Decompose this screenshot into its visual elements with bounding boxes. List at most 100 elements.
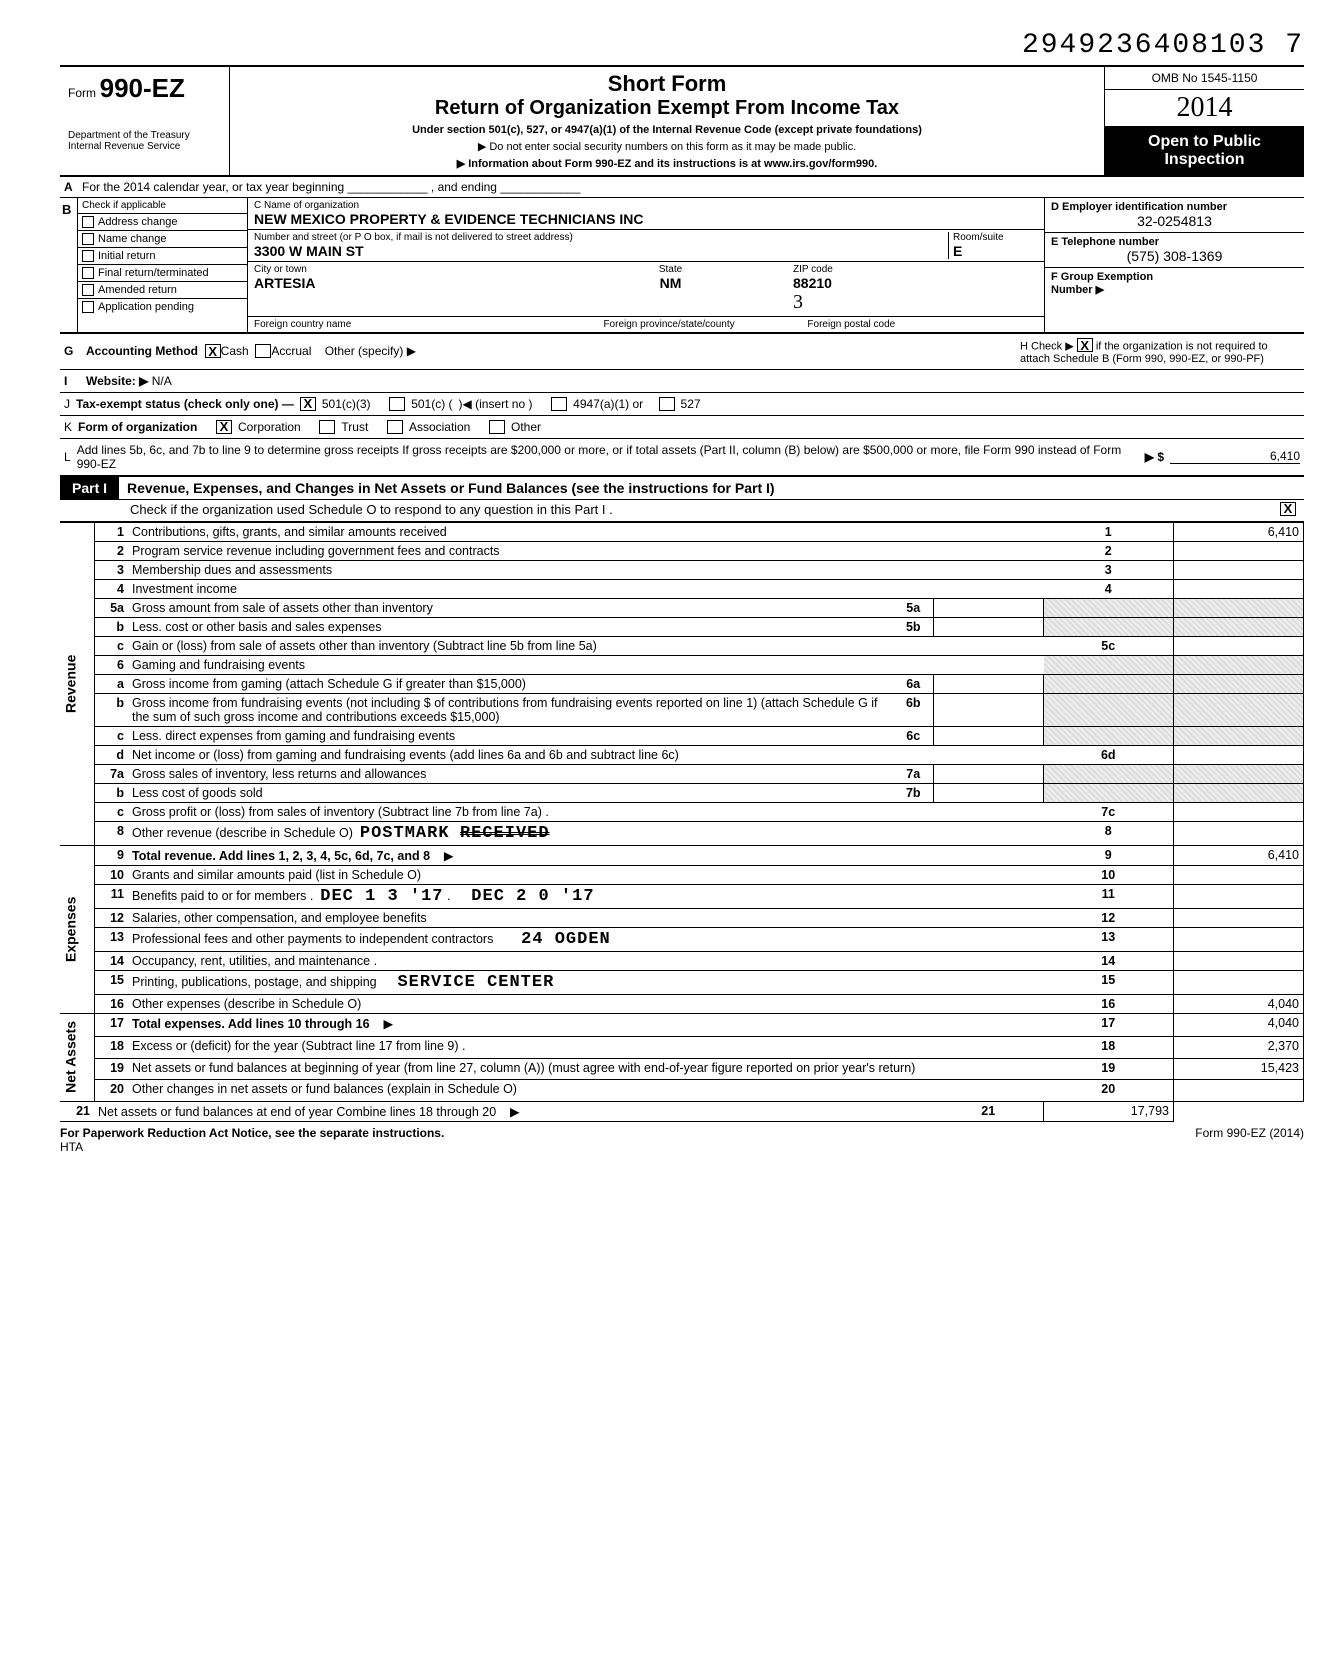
h-checkbox[interactable]: X [1077,338,1093,352]
check-name[interactable]: Name change [78,231,247,248]
line-desc: Less. direct expenses from gaming and fu… [128,726,894,745]
table-row: cLess. direct expenses from gaming and f… [60,726,1304,745]
line-desc: Other expenses (describe in Schedule O) [128,994,1044,1013]
right-val-shaded [1174,764,1304,783]
line-desc: Gross income from fundraising events (no… [128,693,894,726]
right-num-shaded [1044,617,1174,636]
table-row: 3Membership dues and assessments3 [60,560,1304,579]
table-row: 20Other changes in net assets or fund ba… [60,1080,1304,1102]
line-desc: Less cost of goods sold [128,783,894,802]
side-label: Expenses [60,845,94,1013]
501c3-checkbox[interactable]: X [300,397,316,411]
table-row: 5aGross amount from sale of assets other… [60,598,1304,617]
city-value: ARTESIA [254,275,548,291]
line-desc: Excess or (deficit) for the year (Subtra… [128,1036,1044,1058]
table-row: 14Occupancy, rent, utilities, and mainte… [60,951,1304,970]
right-value [1174,821,1304,845]
table-row: 7aGross sales of inventory, less returns… [60,764,1304,783]
mid-line-number: 6a [894,674,934,693]
part1-sub-text: Check if the organization used Schedule … [130,502,613,517]
right-value [1174,884,1304,908]
right-val-shaded [1174,783,1304,802]
line-number: 15 [94,970,128,994]
right-line-number: 5c [1044,636,1174,655]
trust-checkbox[interactable] [319,420,335,434]
table-row: bGross income from fundraising events (n… [60,693,1304,726]
cash-checkbox[interactable]: X [205,344,221,358]
right-num-shaded [1044,598,1174,617]
right-line-number: 15 [1044,970,1174,994]
line-number: 6 [94,655,128,674]
line-number: 16 [94,994,128,1013]
accrual-checkbox[interactable] [255,344,271,358]
row-l-text: Add lines 5b, 6c, and 7b to line 9 to de… [77,443,1139,471]
line-desc: Net income or (loss) from gaming and fun… [128,745,1044,764]
website-value: N/A [152,374,172,388]
right-num-shaded [1044,726,1174,745]
h-check-label: H Check ▶ [1020,341,1074,353]
mid-line-number: 5a [894,598,934,617]
other-label: Other [511,420,541,434]
check-initial[interactable]: Initial return [78,248,247,265]
state-value: NM [548,275,793,291]
check-amended[interactable]: Amended return [78,282,247,299]
table-row: Net Assets17Total expenses. Add lines 10… [60,1013,1304,1036]
trust-label: Trust [341,420,368,434]
501c-checkbox[interactable] [389,397,405,411]
table-row: cGain or (loss) from sale of assets othe… [60,636,1304,655]
phone-value: (575) 308-1369 [1051,248,1298,264]
check-address[interactable]: Address change [78,214,247,231]
row-a-text: For the 2014 calendar year, or tax year … [82,180,580,194]
check-column: Check if applicable Address change Name … [78,198,248,332]
line-number: b [94,617,128,636]
footer-right: Form 990-EZ (2014) [1195,1126,1304,1154]
line-desc: Investment income [128,579,1044,598]
check-2-label: Initial return [98,250,155,262]
form-org-label: Form of organization [78,420,197,434]
right-value [1174,970,1304,994]
right-value: 6,410 [1174,522,1304,541]
line-number: 21 [60,1102,94,1122]
schedule-o-checkbox[interactable]: X [1280,502,1296,516]
right-line-number: 12 [1044,908,1174,927]
line-desc: Gross profit or (loss) from sales of inv… [128,802,1044,821]
footer-left: For Paperwork Reduction Act Notice, see … [60,1126,444,1140]
right-val-shaded [1174,617,1304,636]
right-line-number: 9 [1044,845,1174,865]
form-prefix: Form [68,86,96,100]
501c3-label: 501(c)(3) [322,397,371,411]
zip-label: ZIP code [793,264,1038,275]
line-desc: Other revenue (describe in Schedule O) P… [128,821,1044,845]
right-line-number: 18 [1044,1036,1174,1058]
table-row: Revenue1Contributions, gifts, grants, an… [60,522,1304,541]
state-label: State [548,264,793,275]
room-value: E [953,243,1038,259]
section-b-block: B Check if applicable Address change Nam… [60,198,1304,334]
accounting-method-label: Accounting Method [86,344,198,358]
right-value [1174,802,1304,821]
right-value: 15,423 [1174,1058,1304,1080]
side-label: Net Assets [60,1013,94,1102]
check-5-label: Application pending [98,301,194,313]
row-j: J Tax-exempt status (check only one) — X… [60,393,1304,416]
check-final[interactable]: Final return/terminated [78,265,247,282]
part1-sub: Check if the organization used Schedule … [60,500,1304,522]
corp-checkbox[interactable]: X [216,420,232,434]
527-checkbox[interactable] [659,397,675,411]
right-num-shaded [1044,655,1174,674]
right-line-number: 4 [1044,579,1174,598]
table-row: 19Net assets or fund balances at beginni… [60,1058,1304,1080]
line-number: 14 [94,951,128,970]
f-label: F Group Exemption Number ▶ [1051,271,1153,296]
assoc-checkbox[interactable] [387,420,403,434]
check-0-label: Address change [98,216,178,228]
line-number: 5a [94,598,128,617]
check-pending[interactable]: Application pending [78,299,247,315]
gross-receipts-value: 6,410 [1170,449,1300,464]
right-value: 4,040 [1174,994,1304,1013]
4947-checkbox[interactable] [551,397,567,411]
line-number: 10 [94,865,128,884]
mid-value [934,783,1044,802]
other-checkbox[interactable] [489,420,505,434]
right-val-shaded [1174,598,1304,617]
